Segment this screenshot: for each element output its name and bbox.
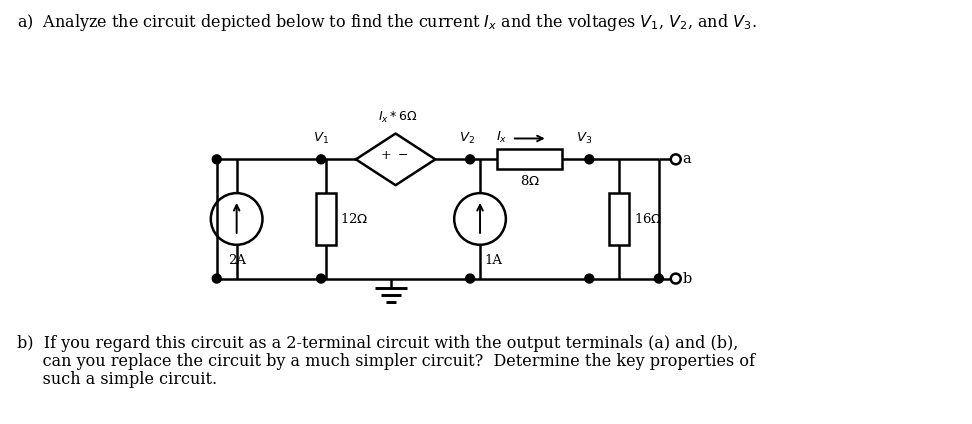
Text: $V_2$: $V_2$ (459, 131, 475, 146)
Circle shape (585, 274, 594, 283)
Circle shape (317, 155, 326, 164)
Text: 2A: 2A (227, 254, 246, 267)
Text: $V_3$: $V_3$ (576, 131, 593, 146)
Circle shape (466, 155, 474, 164)
Text: 12$\Omega$: 12$\Omega$ (340, 212, 368, 226)
Text: such a simple circuit.: such a simple circuit. (17, 371, 217, 388)
Text: 8$\Omega$: 8$\Omega$ (520, 174, 539, 188)
Text: −: − (398, 149, 408, 162)
Bar (609, 193, 629, 245)
Text: 16$\Omega$: 16$\Omega$ (634, 212, 663, 226)
Text: $I_x$: $I_x$ (497, 130, 507, 145)
Text: can you replace the circuit by a much simpler circuit?  Determine the key proper: can you replace the circuit by a much si… (17, 353, 755, 370)
Bar (498, 149, 562, 169)
Circle shape (585, 155, 594, 164)
Circle shape (317, 274, 326, 283)
Text: +: + (380, 149, 391, 162)
Text: 1A: 1A (484, 254, 502, 267)
Bar (316, 193, 336, 245)
Polygon shape (356, 134, 435, 185)
Text: a: a (682, 152, 691, 166)
Text: $I_x*6\Omega$: $I_x*6\Omega$ (378, 109, 417, 125)
Circle shape (466, 274, 474, 283)
Circle shape (654, 274, 663, 283)
Circle shape (212, 155, 222, 164)
Circle shape (212, 274, 222, 283)
Text: b: b (682, 271, 692, 285)
Text: a)  Analyze the circuit depicted below to find the current $I_x$ and the voltage: a) Analyze the circuit depicted below to… (17, 12, 757, 33)
Text: b)  If you regard this circuit as a 2-terminal circuit with the output terminals: b) If you regard this circuit as a 2-ter… (17, 335, 739, 352)
Text: $V_1$: $V_1$ (313, 131, 330, 146)
